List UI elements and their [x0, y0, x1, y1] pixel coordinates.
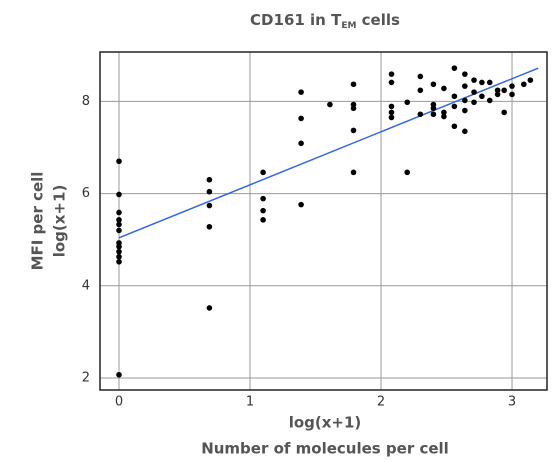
point	[404, 99, 411, 106]
y-tick-label: 2	[82, 371, 90, 386]
point	[430, 111, 437, 118]
point	[388, 71, 395, 77]
point	[350, 127, 357, 134]
point	[116, 248, 122, 255]
point	[350, 105, 357, 112]
x-tick-label: 3	[508, 395, 516, 410]
point	[116, 253, 122, 260]
point	[451, 65, 458, 71]
point	[206, 223, 213, 230]
point	[451, 103, 458, 110]
point	[206, 188, 213, 195]
plot-frame	[99, 51, 548, 391]
point	[471, 77, 477, 83]
point	[509, 91, 515, 98]
point	[441, 85, 447, 92]
point	[404, 169, 411, 176]
point	[260, 169, 266, 176]
point	[471, 89, 477, 95]
point	[116, 371, 122, 378]
point	[388, 79, 395, 86]
point	[350, 169, 357, 176]
point	[486, 79, 493, 86]
point	[116, 227, 122, 234]
point	[417, 111, 424, 118]
point	[388, 109, 395, 116]
title-main: CD161 in T	[250, 11, 342, 29]
y-tick-label: 6	[82, 186, 90, 201]
point	[451, 123, 458, 130]
point	[462, 71, 468, 77]
title-sub: EM	[341, 21, 356, 31]
x-label: Number of molecules per cell	[201, 440, 449, 458]
point	[260, 195, 266, 202]
y-label: log(x+1)	[51, 185, 69, 258]
point	[417, 73, 424, 80]
point	[462, 128, 468, 135]
point	[260, 207, 266, 214]
point	[350, 81, 357, 88]
point	[298, 89, 304, 95]
point	[388, 114, 395, 121]
point	[451, 93, 458, 100]
point	[501, 109, 507, 116]
title-tail: cells	[356, 11, 400, 29]
point	[430, 105, 437, 112]
point	[298, 115, 304, 122]
trend-line	[118, 67, 539, 239]
point	[116, 243, 122, 250]
point	[327, 101, 333, 108]
x-label: log(x+1)	[289, 414, 362, 432]
point	[501, 87, 507, 94]
x-tick-label: 0	[115, 395, 123, 410]
point	[206, 305, 213, 311]
point	[462, 97, 468, 104]
point	[206, 202, 213, 209]
point	[486, 97, 493, 104]
point	[494, 91, 501, 98]
point	[441, 113, 447, 120]
point	[298, 140, 304, 147]
point	[116, 221, 122, 228]
point	[479, 93, 485, 100]
x-tick-label: 2	[377, 395, 385, 410]
point	[260, 217, 266, 223]
point	[494, 87, 501, 94]
point	[116, 191, 122, 198]
point	[479, 79, 485, 86]
point	[462, 83, 468, 89]
y-tick-label: 4	[82, 278, 90, 293]
point	[430, 81, 437, 88]
x-tick-label: 1	[246, 395, 254, 410]
point	[521, 81, 527, 88]
point	[471, 99, 477, 106]
point	[417, 87, 424, 94]
point	[116, 217, 122, 223]
chart-title: CD161 in TEM cells	[250, 11, 400, 31]
point	[527, 77, 534, 83]
point	[116, 259, 122, 265]
y-tick-label: 8	[82, 94, 90, 109]
point	[116, 209, 122, 216]
point	[509, 83, 515, 89]
point	[298, 201, 304, 208]
point	[388, 103, 395, 110]
point	[206, 176, 213, 183]
point	[441, 109, 447, 116]
point	[116, 158, 122, 165]
point	[462, 107, 468, 114]
y-label: MFI per cell	[29, 172, 47, 271]
